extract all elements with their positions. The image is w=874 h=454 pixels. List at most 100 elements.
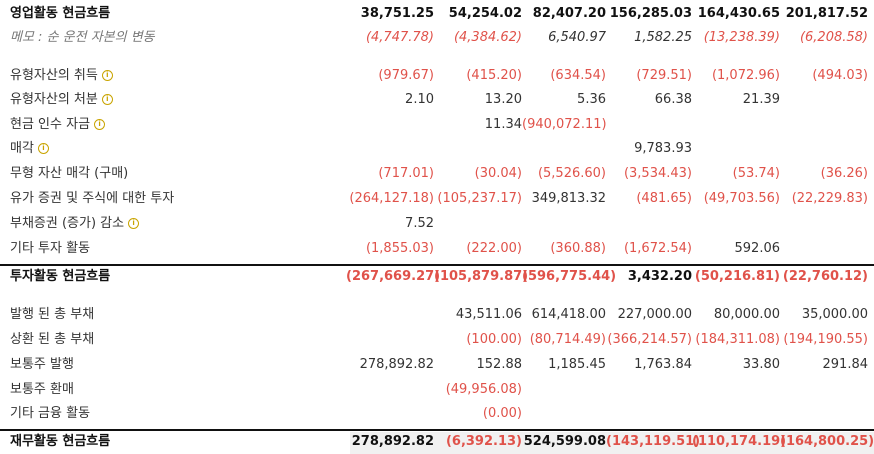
row-label: 영업활동 현금흐름 [10, 2, 110, 26]
value-cell: (13,238.39) [703, 30, 780, 45]
value-cell: (80,714.49) [529, 332, 606, 347]
value-cell [346, 328, 434, 352]
info-circle-icon[interactable]: i [94, 119, 106, 130]
value-cell: 5.36 [577, 92, 606, 107]
value-cell: 35,000.00 [801, 307, 868, 322]
value-cell [606, 113, 692, 137]
value-cell: (264,127.18) [349, 191, 434, 206]
value-cell: (481.65) [636, 191, 692, 206]
value-cell: 227,000.00 [617, 307, 692, 322]
value-cell [346, 303, 434, 327]
value-cell: 1,763.84 [634, 357, 692, 372]
value-cell: (0.00) [482, 406, 522, 421]
value-cell: 38,751.25 [360, 6, 434, 21]
value-cell: 164,430.65 [697, 6, 780, 21]
value-cell: 80,000.00 [713, 307, 780, 322]
info-circle-icon[interactable]: i [101, 94, 113, 105]
row-label-text: 투자활동 현금흐름 [10, 269, 111, 284]
value-cell: (596,775.44) [522, 269, 617, 284]
row-label: 발행 된 총 부채 [10, 303, 94, 327]
value-cell: 201,817.52 [785, 6, 868, 21]
info-circle-icon[interactable]: i [101, 70, 113, 81]
table-row: 발행 된 총 부채 43,511.06 614,418.00 227,000.00 80… [0, 303, 874, 327]
table-row: 기타 금융 활동 (0.00) [0, 402, 874, 426]
value-cell: (164,800.25) [780, 434, 874, 449]
value-cell: (30.04) [474, 166, 522, 181]
value-cell: 7.52 [405, 216, 434, 231]
value-cell: (22,760.12) [782, 269, 868, 284]
row-label-text: 기타 투자 활동 [10, 241, 91, 256]
table-row: 보통주 발행 278,892.82 152.88 1,185.45 1,763.84 33… [0, 353, 874, 377]
total-row: 투자활동 현금흐름 (267,669.27) (105,879.87) (596,77… [0, 265, 874, 289]
value-cell: (53.74) [732, 166, 780, 181]
table-row: 유가 증권 및 주식에 대한 투자 (264,127.18) (105,237.17… [0, 187, 874, 211]
value-cell [346, 378, 434, 402]
table-row: 기타 투자 활동 (1,855.03) (222.00) (360.88) (1,672… [0, 237, 874, 261]
section-divider-financing [0, 429, 874, 431]
value-cell [692, 137, 780, 161]
value-cell [606, 378, 692, 402]
value-cell: (717.01) [378, 166, 434, 181]
value-cell: (5,526.60) [537, 166, 606, 181]
value-cell: (194,190.55) [783, 332, 868, 347]
value-cell: (6,208.58) [799, 30, 868, 45]
row-label: 상환 된 총 부채 [10, 328, 94, 352]
value-cell: (1,672.54) [623, 241, 692, 256]
value-cell: 278,892.82 [351, 434, 434, 449]
row-label-text: 무형 자산 매각 (구매) [10, 166, 129, 181]
value-cell: 2.10 [405, 92, 434, 107]
row-label: 유가 증권 및 주식에 대한 투자 [10, 187, 174, 211]
value-cell [606, 402, 692, 426]
row-label-text: 부채증권 (증가) 감소 [10, 216, 125, 231]
value-cell: 156,285.03 [609, 6, 692, 21]
row-label: 보통주 발행 [10, 353, 74, 377]
value-cell: (494.03) [812, 68, 868, 83]
value-cell: 54,254.02 [448, 6, 522, 21]
value-cell: 11.34 [484, 117, 522, 132]
row-label: 매각 i [10, 137, 49, 161]
value-cell [522, 402, 606, 426]
value-cell: 592.06 [734, 241, 781, 256]
value-cell [692, 402, 780, 426]
row-label-text: 보통주 환매 [10, 382, 74, 397]
value-cell: 9,783.93 [634, 141, 692, 156]
value-cell: 349,813.32 [531, 191, 606, 206]
value-cell [606, 212, 692, 236]
value-cell: (22,229.83) [791, 191, 868, 206]
value-cell: (634.54) [550, 68, 606, 83]
row-label: 유형자산의 처분 i [10, 88, 113, 112]
value-cell: 614,418.00 [531, 307, 606, 322]
value-cell: (50,216.81) [694, 269, 780, 284]
value-cell: (100.00) [466, 332, 522, 347]
value-cell: (979.67) [378, 68, 434, 83]
value-cell: 33.80 [742, 357, 780, 372]
value-cell: 13.20 [484, 92, 522, 107]
section-divider-investing [0, 264, 874, 266]
value-cell: 1,185.45 [548, 357, 606, 372]
value-cell [780, 402, 868, 426]
info-circle-icon[interactable]: i [37, 143, 49, 154]
value-cell: (49,956.08) [445, 382, 522, 397]
value-cell: 291.84 [822, 357, 869, 372]
row-label: 투자활동 현금흐름 [10, 265, 110, 289]
row-label-text: 발행 된 총 부채 [10, 307, 95, 322]
value-cell [780, 137, 868, 161]
info-circle-icon[interactable]: i [128, 218, 140, 229]
value-cell: (110,174.19) [692, 434, 787, 449]
value-cell: (1,855.03) [365, 241, 434, 256]
table-row: 매각 i 9,783.93 [0, 137, 874, 161]
value-cell [522, 137, 606, 161]
value-cell: 152.88 [476, 357, 523, 372]
value-cell: (222.00) [466, 241, 522, 256]
value-cell: (360.88) [550, 241, 606, 256]
row-label: 기타 투자 활동 [10, 237, 90, 261]
value-cell: 6,540.97 [548, 30, 606, 45]
value-cell [780, 113, 868, 137]
row-label: 기타 금융 활동 [10, 402, 90, 426]
value-cell [346, 113, 434, 137]
row-label: 부채증권 (증가) 감소 i [10, 212, 140, 236]
row-label: 현금 인수 자금 i [10, 113, 106, 137]
table-row: 유형자산의 취득 i (979.67) (415.20) (634.54) (729.51… [0, 64, 874, 88]
value-cell: 82,407.20 [532, 6, 606, 21]
